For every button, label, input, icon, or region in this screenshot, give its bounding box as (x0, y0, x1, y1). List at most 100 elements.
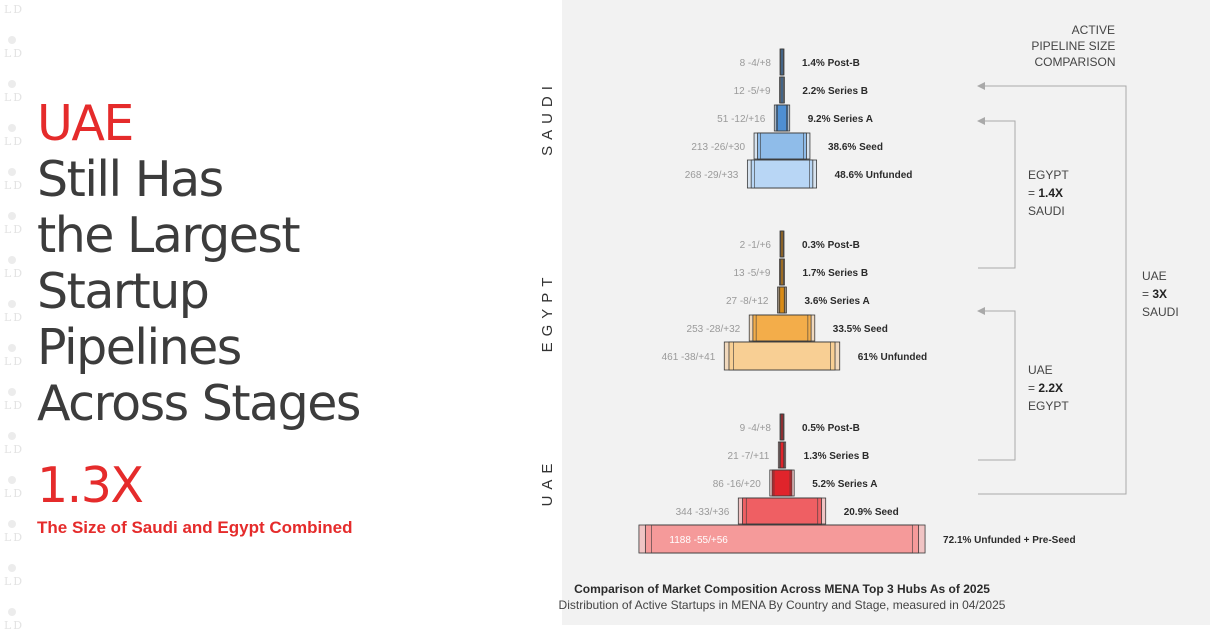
watermark-letters: LD (4, 47, 25, 60)
low-bound (779, 286, 785, 314)
watermark-mark: LD (4, 432, 28, 468)
headline-line: Still Has (37, 151, 224, 208)
bracket-uae-saudi (977, 82, 1127, 495)
country-label: UAE (539, 458, 556, 507)
watermark-dot (8, 80, 16, 88)
watermark-letters: LD (4, 223, 25, 236)
pct-label: 72.1% Unfunded + Pre-Seed (943, 535, 1076, 546)
comparison-title: ACTIVE PIPELINE SIZE COMPARISON (1031, 23, 1118, 69)
pct-label: 2.2% Series B (802, 86, 868, 97)
count-label: 12 -5/+9 (734, 86, 771, 97)
pct-label: 1.4% Post-B (802, 58, 860, 69)
count-label: 268 -29/+33 (685, 170, 739, 181)
chart-panel (562, 0, 1210, 625)
country-label: SAUDI (539, 80, 556, 156)
stage-bar (750, 159, 814, 189)
chart-subtitle: Distribution of Active Startups in MENA … (559, 598, 1006, 612)
headline-line: Startup (37, 263, 210, 320)
low-bound (780, 413, 784, 441)
count-label: 21 -7/+11 (728, 451, 770, 462)
count-label: 213 -26/+30 (691, 142, 745, 153)
watermark-dot (8, 36, 16, 44)
ratio-uae-egypt: UAE = 2.2X EGYPT (1028, 363, 1069, 413)
watermark-mark: LD (4, 36, 28, 72)
svg-text:UAE: UAE (1142, 269, 1167, 283)
pct-label: 1.7% Series B (803, 268, 869, 279)
low-bound (780, 48, 784, 76)
headline: UAE Still Has the Largest Startup Pipeli… (37, 96, 517, 432)
low-bound (773, 469, 791, 497)
bracket-egypt-saudi (977, 117, 1016, 269)
count-label: 51 -12/+16 (717, 114, 766, 125)
watermark-dot (8, 256, 16, 264)
watermark-mark: LD (4, 344, 28, 380)
watermark-dot (8, 124, 16, 132)
watermark-dot (8, 168, 16, 176)
pct-label: 38.6% Seed (828, 142, 883, 153)
stage-bar (752, 314, 812, 342)
low-bound (745, 497, 819, 525)
pct-label: 0.3% Post-B (802, 240, 860, 251)
watermark-mark: LD (4, 476, 28, 512)
comparison-brackets (977, 82, 1127, 495)
count-label: 1188 -55/+56 (669, 535, 728, 546)
watermark-mark: LD (4, 212, 28, 248)
headline-line: Pipelines (37, 319, 242, 376)
funnel-layer: SAUDI 8 -4/+8 1.4% Post-B 12 -5/+9 2.2% Seri… (539, 48, 1076, 554)
ratio-egypt-saudi: EGYPT = 1.4X SAUDI (1028, 168, 1069, 218)
svg-text:SAUDI: SAUDI (1142, 305, 1179, 319)
pct-label: 61% Unfunded (858, 352, 927, 363)
count-label: 2 -1/+6 (740, 240, 772, 251)
watermark-dot (8, 388, 16, 396)
low-bound (780, 258, 784, 286)
watermark-letters: LD (4, 179, 25, 192)
watermark-dot (8, 432, 16, 440)
watermark-mark: LD (4, 256, 28, 292)
pct-label: 3.6% Series A (804, 296, 869, 307)
svg-text:EGYPT: EGYPT (1028, 399, 1069, 413)
watermark-letters: LD (4, 487, 25, 500)
watermark-letters: LD (4, 575, 25, 588)
watermark-dot (8, 212, 16, 220)
count-label: 461 -38/+41 (662, 352, 716, 363)
count-label: 253 -28/+32 (687, 324, 741, 335)
low-bound (780, 230, 784, 258)
count-label: 9 -4/+8 (740, 423, 772, 434)
low-bound (733, 341, 831, 371)
stage-bar (771, 469, 793, 497)
big-stat-value: 1.3X (37, 457, 144, 514)
low-bound (651, 524, 913, 554)
funnel-uae: UAE 9 -4/+8 0.5% Post-B 21 -7/+11 1.3% Serie… (539, 413, 1076, 554)
watermark-mark: LD (4, 124, 28, 160)
watermark-letters: LD (4, 91, 25, 104)
pct-label: 20.9% Seed (844, 507, 899, 518)
stage-bar (728, 341, 836, 371)
funnel-chart: SAUDI 8 -4/+8 1.4% Post-B 12 -5/+9 2.2% Seri… (539, 23, 1179, 612)
watermark-dot (8, 344, 16, 352)
watermark-dot (8, 608, 16, 616)
watermark-mark: LD (4, 168, 28, 204)
watermark-mark: LD (4, 388, 28, 424)
headline-line: the Largest (37, 207, 301, 264)
svg-text:UAE: UAE (1028, 363, 1053, 377)
funnel-saudi: SAUDI 8 -4/+8 1.4% Post-B 12 -5/+9 2.2% Seri… (539, 48, 913, 189)
count-label: 13 -5/+9 (733, 268, 770, 279)
watermark-mark: LD (4, 564, 28, 600)
stage-bar (775, 104, 789, 132)
count-label: 27 -8/+12 (726, 296, 769, 307)
watermark-letters: LD (4, 3, 25, 16)
watermark-mark: LD (4, 80, 28, 116)
watermark-dot (8, 520, 16, 528)
watermark-letters: LD (4, 531, 25, 544)
watermark-dot (8, 476, 16, 484)
pct-label: 48.6% Unfunded (835, 170, 913, 181)
low-bound (780, 441, 784, 469)
bracket-uae-egypt (977, 307, 1016, 461)
watermark-letters: LD (4, 355, 25, 368)
stage-bar (757, 132, 807, 160)
watermark-mark: LD (4, 520, 28, 556)
watermark-mark: LD (4, 300, 28, 336)
low-bound (755, 314, 809, 342)
chart-title: Comparison of Market Composition Across … (574, 582, 990, 596)
svg-text:= 3X: = 3X (1142, 287, 1167, 301)
